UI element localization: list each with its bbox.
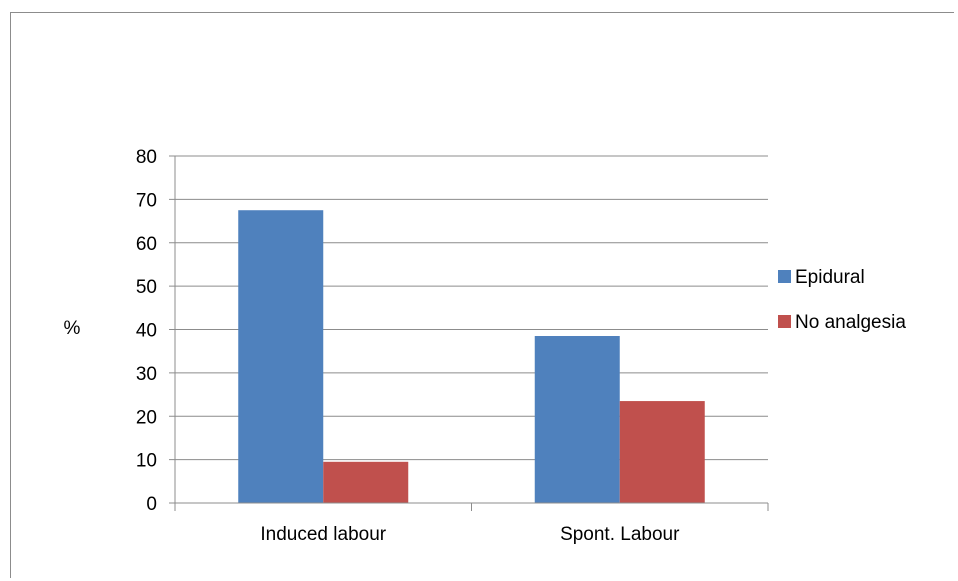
y-tick-label: 60	[136, 234, 157, 255]
y-tick-label: 10	[136, 451, 157, 472]
axes	[169, 155, 769, 511]
bar-epidural	[238, 210, 324, 503]
bar-no-analgesia	[323, 461, 409, 503]
bars	[238, 210, 705, 503]
bar-epidural	[534, 336, 620, 503]
legend-label: No analgesia	[795, 312, 906, 333]
chart-frame	[10, 12, 954, 578]
legend-swatch	[778, 270, 791, 283]
legend-swatch	[778, 315, 791, 328]
x-tick-labels: Induced labour Spont. Labour	[260, 524, 680, 545]
y-tick-labels: 0 10 20 30 40 50 60 70 80	[136, 147, 157, 515]
legend: Epidural No analgesia	[778, 267, 906, 333]
y-tick-label: 40	[136, 321, 157, 342]
bar-no-analgesia	[619, 401, 705, 503]
y-axis-label: %	[64, 318, 81, 339]
legend-label: Epidural	[795, 267, 865, 288]
y-tick-label: 30	[136, 364, 157, 385]
y-tick-label: 70	[136, 190, 157, 211]
x-tick-label: Induced labour	[260, 524, 386, 545]
y-tick-label: 80	[136, 147, 157, 168]
x-tick-label: Spont. Labour	[560, 524, 680, 545]
y-tick-label: 50	[136, 277, 157, 298]
y-tick-label: 0	[146, 494, 157, 515]
y-tick-label: 20	[136, 407, 157, 428]
